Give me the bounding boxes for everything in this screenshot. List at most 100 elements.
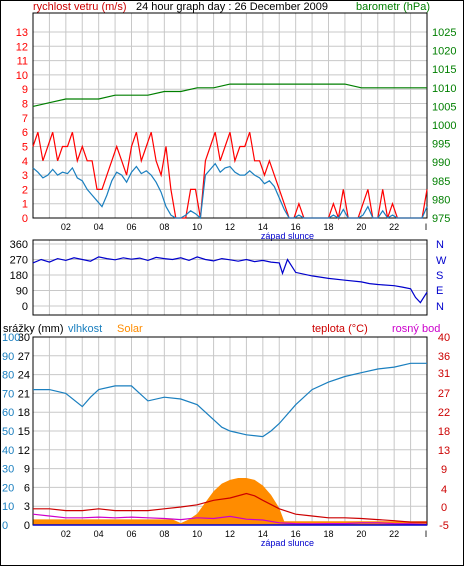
rain-tick-9: 9 [24,464,30,476]
wind-tick-6: 6 [22,127,28,139]
baro-tick-1020: 1020 [432,46,456,58]
solar-area [33,478,427,525]
humidity-tick-90: 90 [2,351,14,363]
wind-axis-label: rychlost vetru (m/s) [33,1,127,13]
p1-xtick-20: 20 [356,222,366,232]
p3-xtick-12: 12 [225,529,235,539]
direction-line [32,256,428,304]
humidity-tick-60: 60 [2,407,14,419]
temp-line [33,492,427,523]
rain-tick-18: 18 [18,407,30,419]
panel1-frame [32,12,428,219]
wind-line [32,132,428,221]
compass-tick-3: W [436,255,447,267]
rain-tick-27: 27 [18,351,30,363]
temp-tick-27: 27 [438,388,450,400]
rain-axis-label: srážky (mm) [3,323,64,335]
p3-xtick-02: 02 [61,529,71,539]
humidity-line [33,362,427,438]
temp-tick--5: -5 [439,520,449,532]
p1-xtick-04: 04 [94,222,104,232]
humidity-tick-70: 70 [2,388,14,400]
panel3-x-ticks: 02 04 06 08 10 12 14 16 18 20 22 I [61,529,427,539]
compass-tick-0: N [436,301,444,313]
wind-tick-8: 8 [22,99,28,111]
humidity-tick-80: 80 [2,370,14,382]
p3-xtick-18: 18 [323,529,333,539]
temp-tick-40: 40 [438,332,450,344]
panel1-x-ticks: 02 04 06 08 10 12 14 16 18 20 22 I [61,222,427,232]
baro-tick-985: 985 [432,176,450,188]
wind-tick-10: 10 [16,70,28,82]
p1-xtick-16: 16 [291,222,301,232]
dir-tick-90: 90 [16,286,28,298]
rain-tick-21: 21 [18,388,30,400]
baro-tick-975: 975 [432,213,450,225]
p3-xtick-06: 06 [126,529,136,539]
sunset-label-3: západ slunce [261,538,314,548]
baro-tick-1010: 1010 [432,83,456,95]
rain-tick-3: 3 [24,501,30,513]
p1-xtick-18: 18 [323,222,333,232]
p1-xtick-14: 14 [258,222,268,232]
temp-ticks: -5 0 4 9 13 18 22 27 31 36 40 [438,332,450,532]
wind-tick-11: 11 [17,56,28,68]
rain-tick-24: 24 [18,370,30,382]
temp-tick-0: 0 [441,502,447,514]
wind-tick-12: 12 [16,41,28,53]
p3-xtick-04: 04 [94,529,104,539]
p3-xtick-10: 10 [192,529,202,539]
humidity-tick-50: 50 [2,426,14,438]
panel1-grid [33,13,427,219]
temp-tick-13: 13 [438,445,450,457]
temp-tick-31: 31 [438,368,450,380]
chart-title: 24 hour graph day : 26 December 2009 [136,1,328,13]
dew-line [32,513,428,525]
dir-tick-180: 180 [10,270,28,282]
dir-tick-0: 0 [22,301,28,313]
temp-tick-4: 4 [441,484,447,496]
humidity-tick-100: 100 [2,332,20,344]
wind-tick-2: 2 [22,184,28,196]
p1-xtick-12: 12 [225,222,235,232]
p3-xtick-14: 14 [258,529,268,539]
temp-tick-22: 22 [438,407,450,419]
p1-xtick-02: 02 [61,222,71,232]
baro-tick-1000: 1000 [432,120,456,132]
panel2-grid [33,240,427,315]
p1-xtick-06: 06 [126,222,136,232]
baro-line [32,83,427,107]
rain-tick-12: 12 [18,445,30,457]
p3-xtick-20: 20 [356,529,366,539]
p1-xtick-end: I [425,222,428,232]
baro-tick-1025: 1025 [432,27,456,39]
temp-tick-18: 18 [438,426,450,438]
humidity-ticks: 0 10 20 30 40 50 60 70 80 90 100 [2,332,20,532]
baro-tick-1005: 1005 [432,101,456,113]
compass-tick-2: S [436,270,443,282]
baro-ticks: 975 980 985 990 995 1000 1005 1010 1015 1020 1025 [432,27,456,225]
direction-ticks: 0 90 180 270 360 [10,239,28,313]
wind-tick-0: 0 [22,213,28,225]
baro-tick-980: 980 [432,194,450,206]
solar-legend: Solar [117,323,143,335]
temp-tick-36: 36 [438,351,450,363]
rain-tick-6: 6 [24,482,30,494]
temp-legend: teplota (°C) [312,323,368,335]
humidity-tick-30: 30 [2,464,14,476]
wind-tick-4: 4 [22,156,28,168]
dir-tick-270: 270 [10,255,28,267]
dir-tick-360: 360 [10,239,28,251]
rain-ticks: 0 3 6 9 12 15 18 21 24 27 30 [18,332,30,532]
humidity-tick-10: 10 [2,501,14,513]
p3-xtick-16: 16 [291,529,301,539]
rain-tick-30: 30 [18,332,30,344]
p1-xtick-08: 08 [159,222,169,232]
